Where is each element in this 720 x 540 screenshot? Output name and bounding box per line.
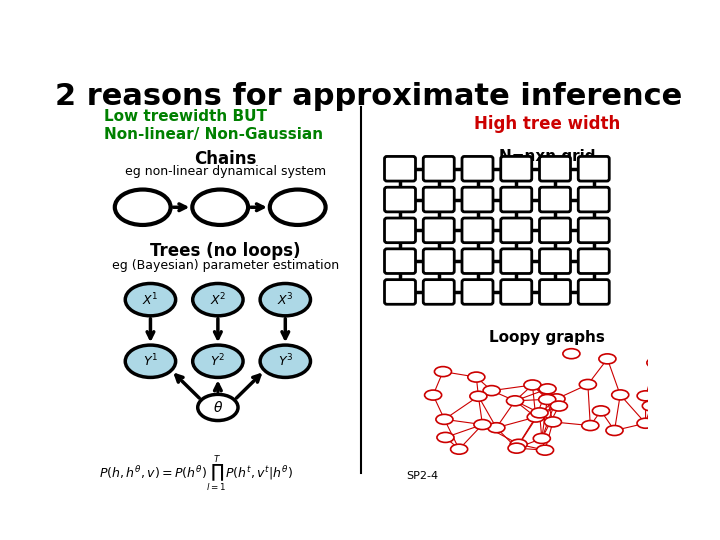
Text: $\theta$: $\theta$ <box>213 400 223 415</box>
Ellipse shape <box>198 394 238 421</box>
Ellipse shape <box>425 390 441 400</box>
Ellipse shape <box>468 372 485 382</box>
FancyBboxPatch shape <box>578 218 609 242</box>
Ellipse shape <box>506 396 523 406</box>
Ellipse shape <box>193 345 243 377</box>
Ellipse shape <box>531 408 548 418</box>
Ellipse shape <box>637 418 654 428</box>
FancyBboxPatch shape <box>539 157 570 181</box>
Text: N=nxn grid: N=nxn grid <box>499 150 595 165</box>
Ellipse shape <box>114 190 171 225</box>
FancyBboxPatch shape <box>500 187 532 212</box>
FancyBboxPatch shape <box>423 249 454 273</box>
Ellipse shape <box>642 401 660 411</box>
Ellipse shape <box>647 358 664 368</box>
Text: $X^2$: $X^2$ <box>210 292 226 308</box>
Text: $Y^1$: $Y^1$ <box>143 353 158 369</box>
Text: Trees (no loops): Trees (no loops) <box>150 242 301 260</box>
Ellipse shape <box>539 395 556 404</box>
FancyBboxPatch shape <box>384 249 415 273</box>
Ellipse shape <box>563 349 580 359</box>
FancyBboxPatch shape <box>462 280 493 304</box>
FancyBboxPatch shape <box>384 218 415 242</box>
FancyBboxPatch shape <box>500 280 532 304</box>
Ellipse shape <box>536 445 554 455</box>
Ellipse shape <box>550 401 567 411</box>
Ellipse shape <box>488 423 505 433</box>
Text: Chains: Chains <box>194 150 257 167</box>
Ellipse shape <box>434 367 451 376</box>
Text: Low treewidth BUT
Non-linear/ Non-Gaussian: Low treewidth BUT Non-linear/ Non-Gaussi… <box>104 110 323 142</box>
FancyBboxPatch shape <box>423 187 454 212</box>
Ellipse shape <box>548 394 565 404</box>
FancyBboxPatch shape <box>423 157 454 181</box>
FancyBboxPatch shape <box>539 249 570 273</box>
Text: 2 reasons for approximate inference: 2 reasons for approximate inference <box>55 82 683 111</box>
Text: $X^1$: $X^1$ <box>142 292 159 308</box>
FancyBboxPatch shape <box>423 218 454 242</box>
Ellipse shape <box>612 390 629 400</box>
Ellipse shape <box>470 392 487 401</box>
Ellipse shape <box>534 434 550 443</box>
Ellipse shape <box>125 284 176 316</box>
Ellipse shape <box>474 420 491 429</box>
Ellipse shape <box>483 386 500 396</box>
FancyBboxPatch shape <box>500 157 532 181</box>
Ellipse shape <box>539 384 556 394</box>
Ellipse shape <box>260 284 310 316</box>
Text: Loopy graphs: Loopy graphs <box>490 330 606 346</box>
FancyBboxPatch shape <box>384 187 415 212</box>
Text: $P(h, h^\theta, v) = P(h^\theta) \prod_{l=1}^{T} P(h^t, v^t|h^\theta)$: $P(h, h^\theta, v) = P(h^\theta) \prod_{… <box>99 454 293 494</box>
Ellipse shape <box>436 414 453 424</box>
Ellipse shape <box>270 190 325 225</box>
Ellipse shape <box>192 190 248 225</box>
Ellipse shape <box>260 345 310 377</box>
Ellipse shape <box>544 417 562 427</box>
Text: SP2-4: SP2-4 <box>406 470 438 481</box>
FancyBboxPatch shape <box>578 157 609 181</box>
Ellipse shape <box>524 380 541 390</box>
FancyBboxPatch shape <box>462 218 493 242</box>
FancyBboxPatch shape <box>462 187 493 212</box>
FancyBboxPatch shape <box>578 280 609 304</box>
Ellipse shape <box>125 345 176 377</box>
FancyBboxPatch shape <box>539 280 570 304</box>
Text: eg (Bayesian) parameter estimation: eg (Bayesian) parameter estimation <box>112 259 339 272</box>
Ellipse shape <box>510 439 527 449</box>
Ellipse shape <box>508 443 525 453</box>
Ellipse shape <box>527 412 544 422</box>
Text: eg non-linear dynamical system: eg non-linear dynamical system <box>125 165 326 178</box>
FancyBboxPatch shape <box>539 218 570 242</box>
FancyBboxPatch shape <box>500 249 532 273</box>
Ellipse shape <box>582 421 599 430</box>
Ellipse shape <box>654 376 670 386</box>
FancyBboxPatch shape <box>578 249 609 273</box>
Ellipse shape <box>593 406 609 416</box>
Ellipse shape <box>451 444 468 454</box>
FancyBboxPatch shape <box>500 218 532 242</box>
Ellipse shape <box>637 391 654 401</box>
Ellipse shape <box>599 354 616 364</box>
FancyBboxPatch shape <box>578 187 609 212</box>
FancyBboxPatch shape <box>539 187 570 212</box>
FancyBboxPatch shape <box>462 157 493 181</box>
Ellipse shape <box>193 284 243 316</box>
FancyBboxPatch shape <box>384 157 415 181</box>
Ellipse shape <box>606 426 623 435</box>
Text: High tree width: High tree width <box>474 115 621 133</box>
Text: $X^3$: $X^3$ <box>277 292 294 308</box>
Text: $Y^3$: $Y^3$ <box>278 353 293 369</box>
Text: $Y^2$: $Y^2$ <box>210 353 225 369</box>
Ellipse shape <box>437 433 454 442</box>
Ellipse shape <box>580 380 596 389</box>
FancyBboxPatch shape <box>384 280 415 304</box>
FancyBboxPatch shape <box>423 280 454 304</box>
FancyBboxPatch shape <box>462 249 493 273</box>
